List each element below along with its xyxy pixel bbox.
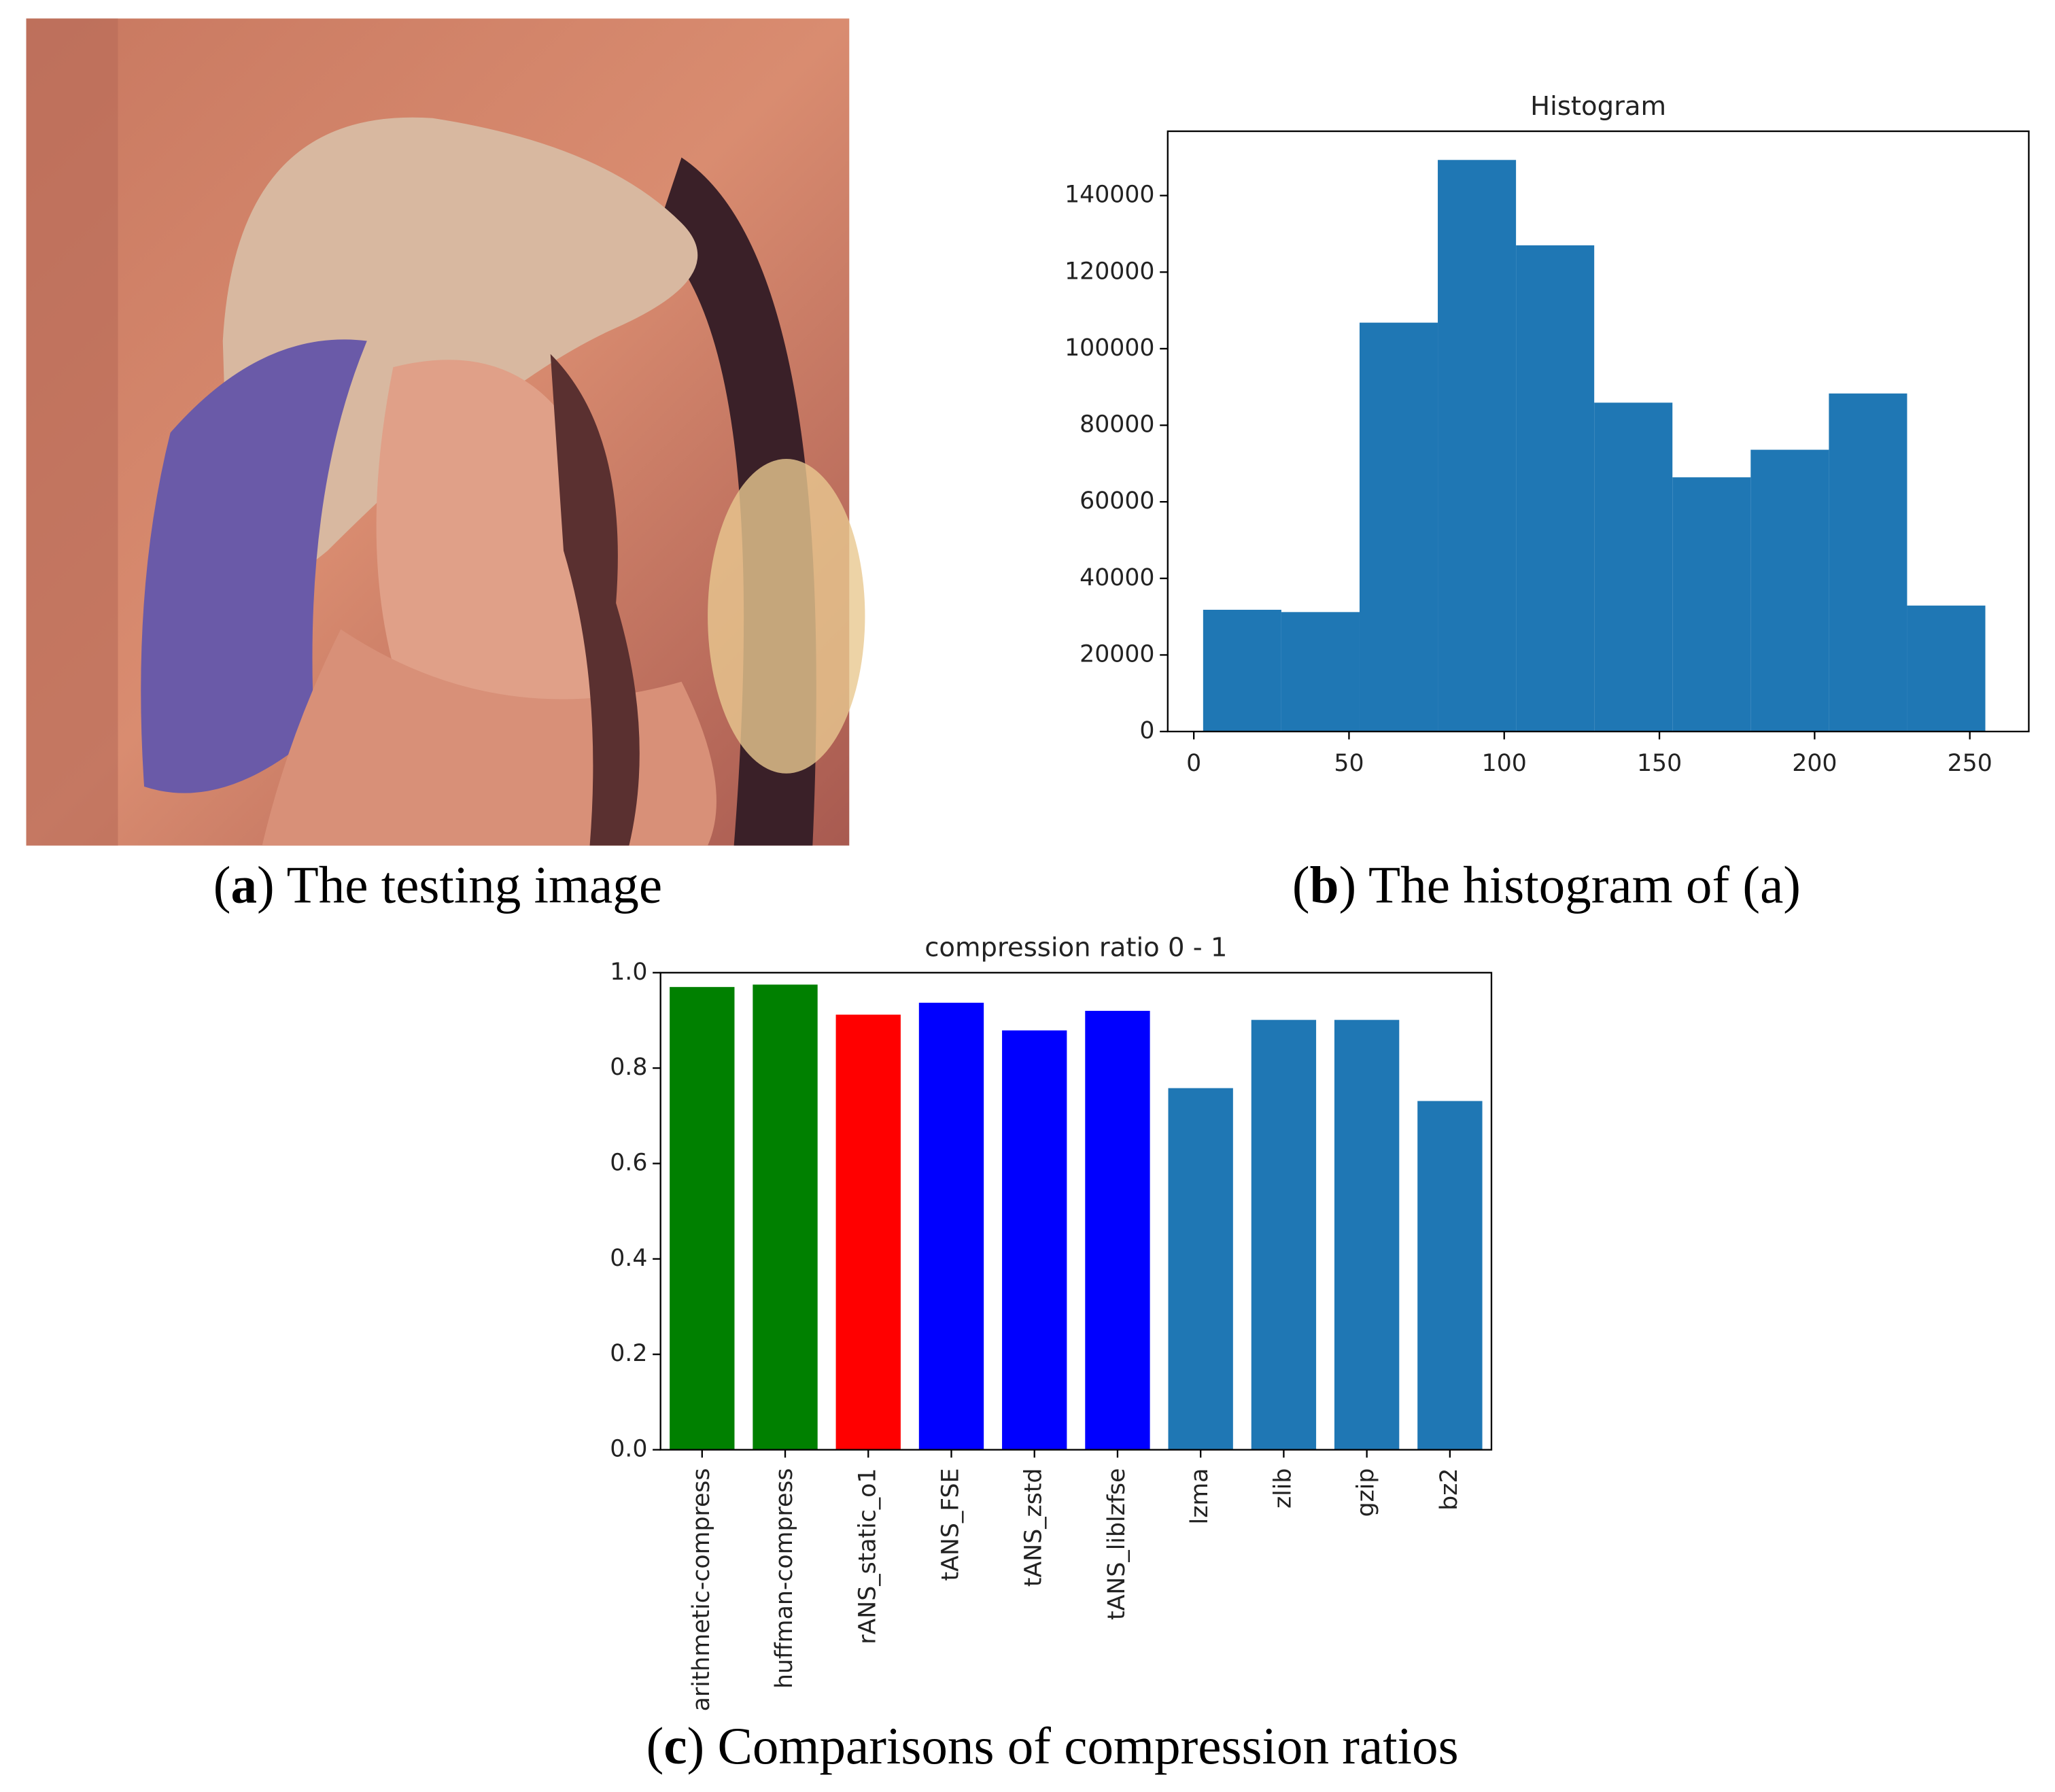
x-tick-label: lzma <box>1186 1468 1213 1525</box>
bar <box>1251 1020 1317 1450</box>
x-tick-label: 200 <box>1792 750 1837 777</box>
bar <box>753 984 818 1450</box>
histogram-bar <box>1907 605 1986 732</box>
caption-open: ( <box>1292 855 1310 914</box>
bar <box>670 986 735 1450</box>
histogram-bar <box>1516 245 1595 732</box>
x-tick-label: arithmetic-compress <box>688 1468 715 1712</box>
bar <box>1334 1020 1400 1450</box>
y-tick-label: 140000 <box>1065 182 1154 209</box>
bar <box>835 1014 901 1450</box>
x-tick-label: tANS_FSE <box>937 1468 964 1581</box>
y-tick-label: 0.6 <box>610 1149 647 1176</box>
chart-title: compression ratio 0 - 1 <box>925 933 1227 963</box>
y-tick-label: 0.0 <box>610 1436 647 1463</box>
caption-text: ) The histogram of (a) <box>1339 855 1801 914</box>
charts: 0 50 100 150 200 250 0 20000 40000 60000 80000 1000… <box>610 91 2030 1712</box>
bar <box>918 1002 984 1450</box>
caption-c: (c) Comparisons of compression ratios <box>646 1717 1459 1775</box>
histogram-bar <box>1750 449 1829 732</box>
x-tick-label: huffman-compress <box>771 1468 798 1689</box>
caption-label: b <box>1310 855 1339 914</box>
y-tick-label: 0 <box>1139 717 1154 744</box>
y-tick-label: 0.8 <box>610 1054 647 1081</box>
y-tick-label: 40000 <box>1080 564 1154 591</box>
histogram-bar <box>1438 160 1517 732</box>
y-tick-label: 1.0 <box>610 959 647 986</box>
histogram-bar <box>1829 393 1907 732</box>
x-tick-label: 100 <box>1482 750 1527 777</box>
y-tick-label: 120000 <box>1065 258 1154 285</box>
x-tick-label: 0 <box>1186 750 1201 777</box>
plot-frame <box>659 971 1493 1451</box>
caption-open: ( <box>213 855 231 914</box>
bar <box>1417 1101 1483 1450</box>
y-tick-label: 80000 <box>1080 411 1154 438</box>
x-tick-label: 250 <box>1948 750 1992 777</box>
caption-text: ) Comparisons of compression ratios <box>687 1717 1459 1775</box>
x-tick-label: gzip <box>1353 1468 1380 1517</box>
histogram-bar <box>1359 322 1438 732</box>
x-tick-label: tANS_liblzfse <box>1103 1468 1130 1620</box>
histogram-bar <box>1594 402 1673 732</box>
x-tick-label: 150 <box>1637 750 1682 777</box>
caption-label: c <box>663 1717 687 1775</box>
y-tick-label: 100000 <box>1065 334 1154 362</box>
y-tick-label: 0.4 <box>610 1245 647 1272</box>
x-tick-label: tANS_zstd <box>1020 1468 1048 1587</box>
caption-label: a <box>230 855 257 914</box>
histogram-bar <box>1281 612 1360 732</box>
y-tick-label: 0.2 <box>610 1340 647 1367</box>
y-tick-label: 20000 <box>1080 640 1154 668</box>
x-tick-label: rANS_static_o1 <box>854 1468 881 1644</box>
y-tick-label: 60000 <box>1080 487 1154 515</box>
x-tick-label: bz2 <box>1436 1468 1463 1511</box>
bar <box>1002 1030 1067 1450</box>
x-tick-label: zlib <box>1269 1468 1296 1509</box>
bar <box>1085 1010 1150 1450</box>
chart-title: Histogram <box>1530 91 1666 122</box>
caption-text: ) The testing image <box>257 855 662 914</box>
x-tick-label: 50 <box>1334 750 1364 777</box>
histogram-bar <box>1672 477 1751 732</box>
caption-b: (b) The histogram of (a) <box>1292 855 1801 914</box>
photo <box>26 18 865 846</box>
caption-open: ( <box>646 1717 664 1775</box>
bar <box>1168 1088 1233 1450</box>
histogram-bar <box>1203 609 1281 732</box>
plot-frame <box>1167 130 2030 733</box>
caption-a: (a) The testing image <box>213 855 662 914</box>
